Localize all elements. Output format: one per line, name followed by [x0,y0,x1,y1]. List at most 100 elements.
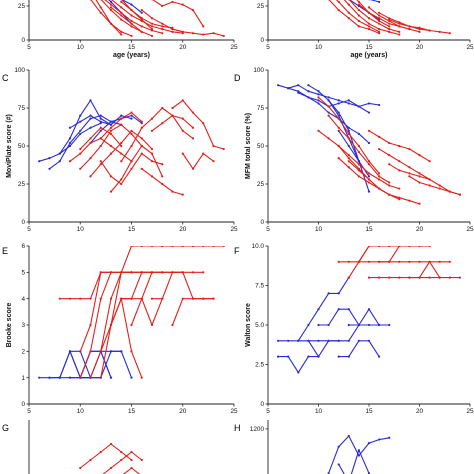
data-point [89,175,92,178]
data-point [317,308,320,311]
data-point [191,167,195,170]
data-point [191,246,195,248]
data-point [99,376,102,379]
data-point [140,271,143,274]
y-tick-label: 3 [21,322,25,329]
y-tick-label: 25 [257,181,265,188]
data-point [357,8,360,12]
data-point [367,175,371,178]
y-tick-label: 4 [21,296,25,303]
data-point [408,246,411,248]
data-point [150,34,154,38]
data-point [388,260,391,263]
data-point [150,152,154,155]
data-point [398,246,401,248]
data-point [150,28,154,31]
data-point [79,350,82,353]
data-point [68,141,72,145]
data-point [317,129,320,132]
data-point [357,160,360,163]
series-line-red [110,6,143,33]
data-point [408,147,411,151]
y-tick-label: 10.0 [252,243,265,250]
data-point [418,154,421,157]
data-point [130,458,133,462]
data-point [140,8,143,12]
data-point [448,32,451,35]
data-point [418,246,421,248]
panel-letter: E [2,246,8,256]
x-tick-label: 15 [128,44,136,51]
y-axis-label: MFM total score (%) [245,113,252,179]
data-point [337,114,340,117]
data-point [347,355,350,358]
data-point [161,28,164,31]
data-point [99,450,102,454]
data-point [120,297,123,300]
data-point [212,297,215,300]
series-line-red [358,246,421,263]
series-line-red [141,168,184,196]
series-line-red [171,298,215,326]
data-point [327,99,330,102]
data-point [367,178,371,181]
data-point [130,323,133,327]
data-point [140,25,143,28]
x-tick-label: 5 [27,226,31,233]
x-tick-label: 25 [466,226,474,233]
data-point [99,126,102,129]
x-tick-label: 10 [315,44,323,51]
x-tick-label: 10 [77,226,85,233]
data-point [337,126,340,129]
data-point [347,144,350,148]
data-point [367,339,371,342]
data-point [120,350,123,353]
data-point [140,246,143,248]
data-point [191,111,195,114]
data-point [388,25,391,28]
data-point [181,117,184,120]
data-point [140,297,143,300]
data-point [79,147,82,151]
data-point [408,260,411,263]
data-point [438,260,441,263]
data-point [150,25,154,28]
data-point [367,111,371,114]
data-point [150,175,154,178]
data-point [171,30,174,33]
data-point [378,0,381,4]
data-point [347,99,350,102]
data-point [130,132,133,135]
data-point [357,19,360,23]
data-point [307,96,310,99]
y-tick-label: 25 [18,181,26,188]
data-point [120,11,123,14]
y-tick-label: 1200 [250,426,265,433]
data-point [161,22,164,25]
data-point [202,271,205,274]
data-point [120,271,123,274]
data-point [418,30,421,33]
data-point [388,154,391,157]
data-point [398,260,401,263]
data-point [297,84,300,87]
series-group [327,0,451,36]
data-point [130,22,133,25]
series-line-red [151,271,215,300]
panel-a: 5 10 15 20 25 0 25 age (years) [18,0,238,59]
data-point [378,438,381,441]
data-point [317,355,320,358]
data-point [130,25,133,28]
data-point [428,160,431,163]
data-point [337,157,340,160]
data-point [317,93,320,96]
y-axis-label: Brooke score [6,303,13,348]
data-point [337,463,340,466]
data-point [120,152,123,155]
data-point [161,25,164,28]
data-point [418,28,421,31]
data-point [398,25,401,28]
data-point [109,297,113,300]
data-point [58,152,61,155]
